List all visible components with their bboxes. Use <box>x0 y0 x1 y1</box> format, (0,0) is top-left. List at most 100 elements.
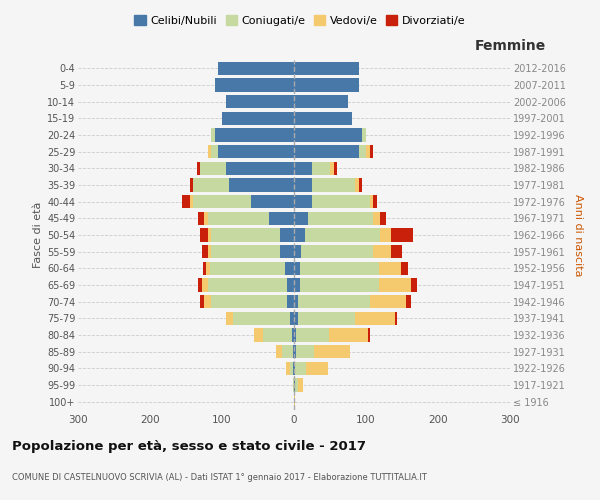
Bar <box>391 228 413 241</box>
Bar <box>373 245 391 258</box>
Bar <box>370 295 406 308</box>
Bar <box>190 178 193 192</box>
Bar <box>198 278 202 291</box>
Bar <box>368 328 370 342</box>
Bar <box>406 295 412 308</box>
Bar <box>290 362 293 375</box>
Bar <box>355 178 359 192</box>
Bar <box>251 195 294 208</box>
Bar <box>233 312 290 325</box>
Bar <box>198 212 204 225</box>
Bar <box>380 212 386 225</box>
Bar <box>370 145 373 158</box>
Bar <box>412 278 417 291</box>
Bar <box>293 378 294 392</box>
Bar <box>286 362 290 375</box>
Bar <box>294 278 300 291</box>
Bar <box>280 245 294 258</box>
Bar <box>300 262 379 275</box>
Bar <box>294 78 359 92</box>
Bar <box>202 278 208 291</box>
Bar <box>211 145 218 158</box>
Bar <box>193 195 251 208</box>
Bar <box>334 162 337 175</box>
Bar <box>269 212 294 225</box>
Bar <box>294 145 359 158</box>
Bar <box>312 195 370 208</box>
Bar <box>294 245 301 258</box>
Bar <box>193 178 229 192</box>
Bar <box>254 328 263 342</box>
Bar <box>200 228 208 241</box>
Bar <box>294 128 362 141</box>
Bar <box>211 245 280 258</box>
Y-axis label: Fasce di età: Fasce di età <box>32 202 43 268</box>
Bar <box>292 328 294 342</box>
Bar <box>211 128 215 141</box>
Bar <box>294 378 295 392</box>
Bar <box>366 145 370 158</box>
Bar <box>204 212 208 225</box>
Bar <box>211 295 287 308</box>
Bar <box>200 295 204 308</box>
Bar <box>215 78 294 92</box>
Bar <box>294 62 359 75</box>
Bar <box>222 112 294 125</box>
Bar <box>263 328 292 342</box>
Bar <box>282 345 293 358</box>
Bar <box>379 262 401 275</box>
Bar <box>210 262 286 275</box>
Bar <box>190 195 193 208</box>
Bar <box>294 112 352 125</box>
Bar <box>362 128 366 141</box>
Bar <box>373 212 380 225</box>
Bar <box>203 262 206 275</box>
Bar <box>211 228 280 241</box>
Bar <box>200 162 226 175</box>
Bar <box>301 245 373 258</box>
Bar <box>296 345 314 358</box>
Bar <box>308 212 373 225</box>
Bar <box>294 95 348 108</box>
Bar <box>300 278 379 291</box>
Y-axis label: Anni di nascita: Anni di nascita <box>572 194 583 276</box>
Bar <box>298 295 370 308</box>
Bar <box>296 328 329 342</box>
Bar <box>294 212 308 225</box>
Bar <box>298 312 355 325</box>
Bar <box>295 378 298 392</box>
Bar <box>293 362 294 375</box>
Bar <box>294 328 296 342</box>
Bar <box>287 278 294 291</box>
Bar <box>202 245 208 258</box>
Text: Popolazione per età, sesso e stato civile - 2017: Popolazione per età, sesso e stato civil… <box>12 440 366 453</box>
Bar <box>294 195 312 208</box>
Bar <box>226 312 233 325</box>
Bar <box>280 228 294 241</box>
Bar <box>208 245 211 258</box>
Bar <box>218 145 294 158</box>
Bar <box>182 195 190 208</box>
Text: COMUNE DI CASTELNUOVO SCRIVIA (AL) - Dati ISTAT 1° gennaio 2017 - Elaborazione T: COMUNE DI CASTELNUOVO SCRIVIA (AL) - Dat… <box>12 473 427 482</box>
Bar <box>305 228 380 241</box>
Bar <box>208 212 269 225</box>
Bar <box>215 128 294 141</box>
Bar <box>314 345 350 358</box>
Bar <box>293 345 294 358</box>
Bar <box>373 195 377 208</box>
Bar <box>206 262 210 275</box>
Bar <box>208 278 287 291</box>
Bar <box>295 362 306 375</box>
Bar <box>294 228 305 241</box>
Bar <box>395 312 397 325</box>
Bar <box>208 145 211 158</box>
Bar <box>312 178 355 192</box>
Bar <box>306 362 328 375</box>
Bar <box>229 178 294 192</box>
Bar <box>204 295 211 308</box>
Bar <box>218 62 294 75</box>
Bar <box>294 345 296 358</box>
Bar <box>370 195 373 208</box>
Bar <box>226 95 294 108</box>
Bar <box>379 278 412 291</box>
